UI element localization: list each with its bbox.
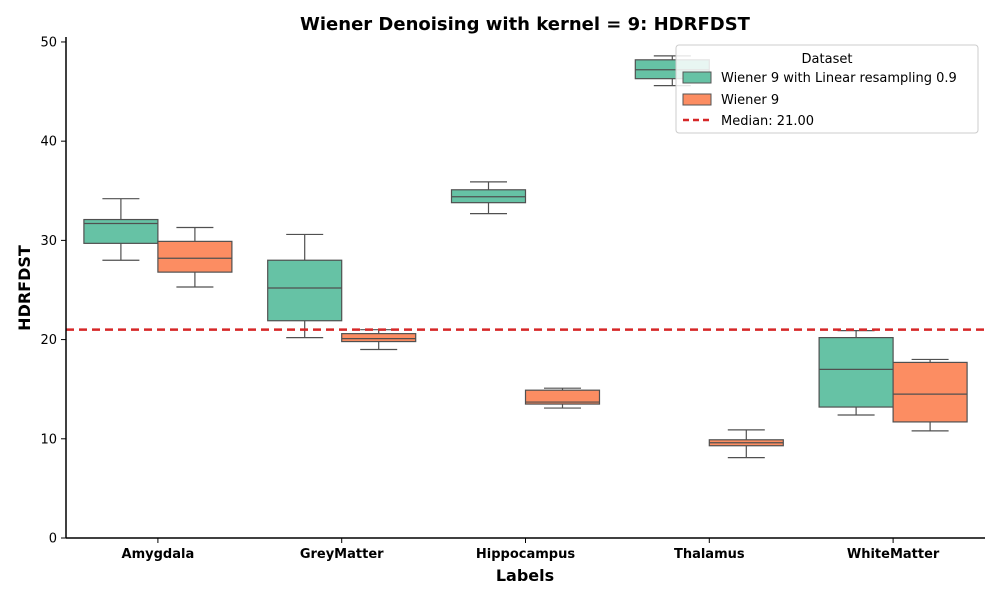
legend-label-series-2: Wiener 9: [721, 93, 779, 108]
y-tick-label: 40: [40, 135, 57, 150]
box-whitematter-series-1: [818, 330, 894, 416]
box-iqr: [157, 240, 233, 273]
legend-title: Dataset: [802, 52, 853, 67]
y-axis-label: HDRFDST: [15, 245, 34, 331]
box-greymatter-series-1: [267, 233, 343, 339]
box-iqr: [818, 337, 894, 408]
x-tick-label: GreyMatter: [300, 547, 384, 562]
legend-swatch-series-2: [682, 93, 712, 106]
y-tick-label: 30: [40, 234, 57, 249]
legend: Dataset Wiener 9 with Linear resampling …: [675, 44, 979, 134]
x-tick-label: Hippocampus: [476, 547, 575, 562]
box-iqr: [83, 218, 159, 244]
legend-frame: [675, 44, 979, 134]
box-whitematter-series-2: [892, 358, 968, 432]
box-iqr: [341, 333, 417, 343]
box-iqr: [267, 259, 343, 322]
box-thalamus-series-2: [708, 429, 784, 459]
boxes-layer: [83, 55, 968, 459]
y-tick-label: 10: [40, 432, 57, 447]
legend-label-series-1: Wiener 9 with Linear resampling 0.9: [721, 71, 957, 86]
box-iqr: [892, 361, 968, 423]
box-hippocampus-series-2: [524, 387, 601, 409]
y-tick-label: 20: [40, 333, 57, 348]
box-iqr: [524, 389, 601, 405]
box-amygdala-series-2: [157, 226, 233, 288]
legend-label-median-line: Median: 21.00: [721, 114, 814, 129]
chart-title: Wiener Denoising with kernel = 9: HDRFDS…: [300, 14, 751, 35]
y-tick-label: 50: [40, 35, 57, 50]
box-greymatter-series-2: [341, 329, 417, 351]
y-tick-label: 0: [49, 532, 57, 547]
legend-swatch-series-1: [682, 71, 712, 84]
axes-layer: 0 10 20 30 40 50 Amygdala GreyMatter Hippocampus…: [40, 35, 985, 562]
x-tick-label: WhiteMatter: [847, 547, 940, 562]
x-axis-label: Labels: [496, 566, 554, 585]
box-hippocampus-series-1: [450, 181, 527, 215]
x-tick-label: Amygdala: [122, 547, 195, 562]
x-tick-label: Thalamus: [674, 547, 745, 562]
box-amygdala-series-1: [83, 198, 159, 261]
